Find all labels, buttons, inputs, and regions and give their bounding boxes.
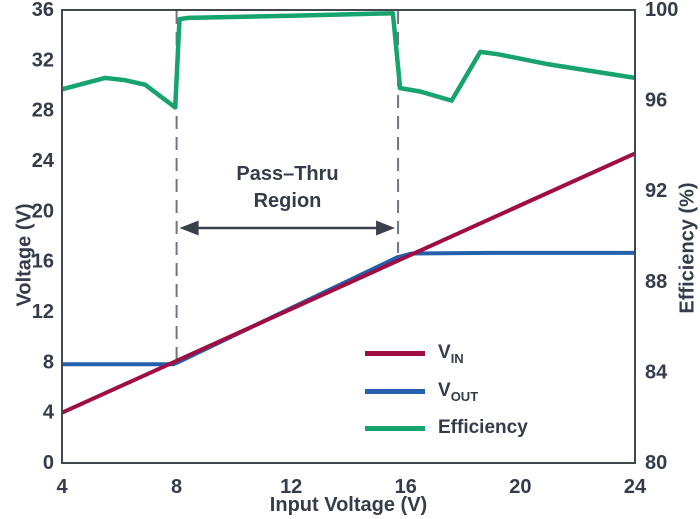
pass-thru-region-label-line1: Pass–Thru [236, 163, 339, 185]
pass-thru-arrow-right-head [376, 220, 396, 236]
y-right-tick-label: 80 [645, 452, 667, 474]
y-right-tick-label: 100 [645, 0, 678, 21]
legend-label-vin: VIN [438, 342, 464, 366]
y-left-tick-label: 4 [43, 402, 55, 424]
y-left-tick-label: 20 [32, 200, 54, 222]
legend-label-vout: VOUT [438, 380, 479, 404]
y-left-tick-label: 12 [32, 301, 54, 323]
y-left-tick-label: 0 [43, 452, 54, 474]
y-left-tick-label: 36 [32, 0, 54, 21]
x-tick-label: 12 [280, 476, 302, 498]
x-tick-label: 16 [395, 476, 417, 498]
legend-label-efficiency: Efficiency [438, 417, 528, 438]
pass-thru-region-label-line2: Region [253, 190, 322, 212]
pass-thru-region-label: Pass–Thru Region [177, 161, 398, 215]
x-tick-label: 20 [509, 476, 531, 498]
legend-item-efficiency: Efficiency [365, 417, 528, 439]
plot-border [61, 9, 636, 464]
x-tick-label: 24 [624, 476, 647, 498]
y-right-tick-label: 88 [645, 271, 667, 293]
vout-line [62, 250, 635, 367]
vin-line [61, 151, 636, 415]
y-right-tick-label: 96 [645, 90, 667, 112]
y-right-axis-title: Efficiency (%) [676, 182, 699, 314]
legend-item-vout: VOUT [365, 380, 479, 404]
y-left-axis-title: Voltage (V) [13, 203, 36, 307]
y-left-tick-label: 8 [43, 351, 54, 373]
y-right-tick-label: 84 [645, 361, 668, 383]
legend-swatch-vout [365, 388, 425, 394]
y-right-tick-label: 92 [645, 180, 667, 202]
efficiency-line [61, 11, 636, 110]
y-left-tick-label: 28 [32, 100, 54, 122]
pass-thru-arrow-left-head [179, 220, 199, 236]
y-left-tick-label: 32 [32, 49, 54, 71]
legend-item-vin: VIN [365, 342, 464, 366]
y-left-tick-label: 24 [32, 150, 55, 172]
y-left-tick-label: 16 [32, 251, 54, 273]
x-tick-label: 8 [171, 476, 182, 498]
legend-swatch-efficiency [365, 425, 425, 431]
x-axis-title: Input Voltage (V) [269, 494, 428, 516]
x-tick-label: 4 [56, 476, 68, 498]
legend-swatch-vin [365, 350, 425, 356]
